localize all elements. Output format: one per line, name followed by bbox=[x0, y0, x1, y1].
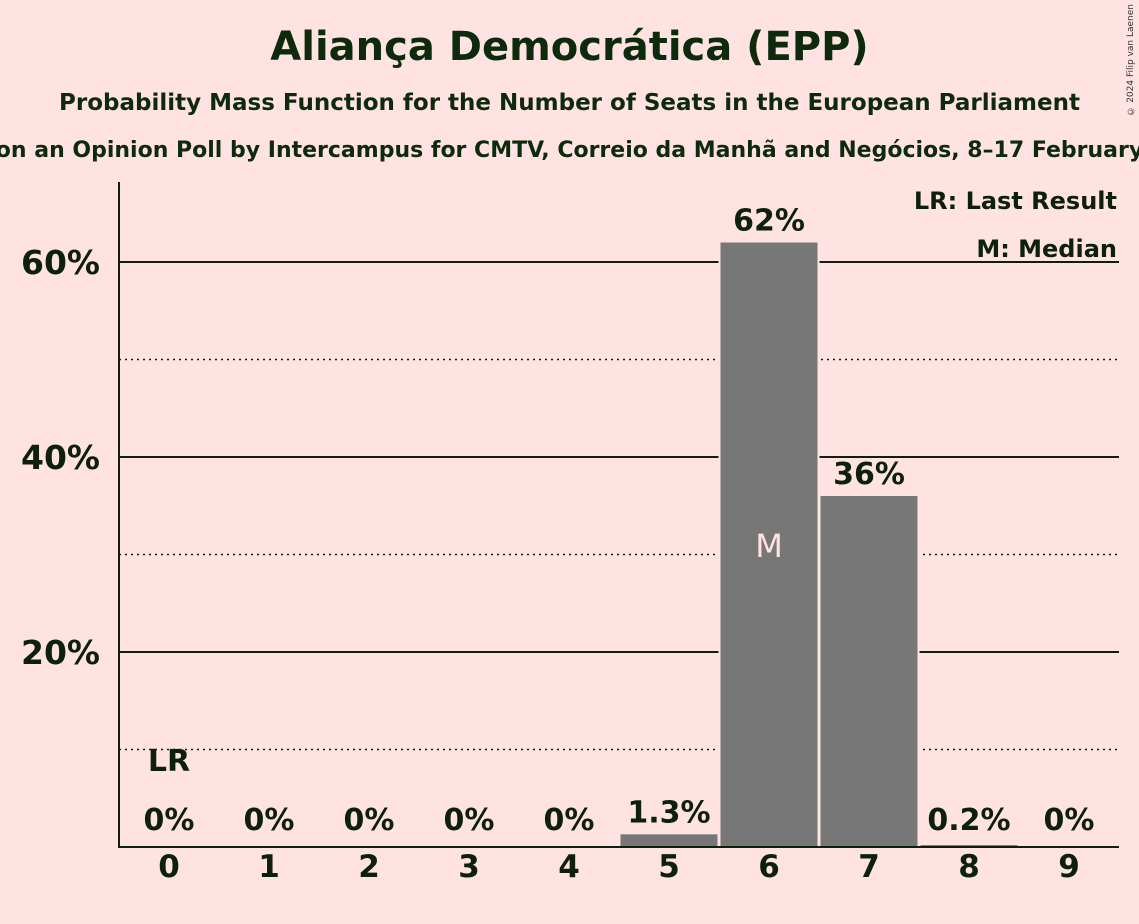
last-result-marker: LR bbox=[148, 744, 190, 779]
y-tick-label: 60% bbox=[21, 243, 100, 282]
chart-title: Aliança Democrática (EPP) bbox=[270, 24, 869, 70]
value-label: 0.2% bbox=[927, 803, 1010, 838]
value-label: 0% bbox=[144, 803, 195, 838]
value-label: 0% bbox=[344, 803, 395, 838]
bar bbox=[620, 834, 718, 847]
legend-last-result: LR: Last Result bbox=[914, 187, 1117, 215]
value-label: 62% bbox=[733, 204, 805, 239]
x-tick-label: 1 bbox=[258, 849, 280, 885]
value-label: 0% bbox=[244, 803, 295, 838]
value-label: 1.3% bbox=[627, 795, 710, 830]
value-label: 0% bbox=[444, 803, 495, 838]
chart-subtitle: Probability Mass Function for the Number… bbox=[59, 90, 1080, 116]
x-tick-label: 7 bbox=[858, 849, 880, 885]
value-label: 0% bbox=[1044, 803, 1095, 838]
x-tick-label: 3 bbox=[458, 849, 480, 885]
x-tick-label: 0 bbox=[158, 849, 180, 885]
bar bbox=[820, 496, 918, 847]
value-labels: 0% LR 0% 0% 0% 0% 1.3% 62% M 36% 0.2% 0% bbox=[144, 204, 1095, 839]
y-tick-label: 40% bbox=[21, 438, 100, 477]
y-tick-label: 20% bbox=[21, 633, 100, 672]
x-tick-label: 2 bbox=[358, 849, 380, 885]
value-label: 36% bbox=[833, 457, 905, 492]
bars bbox=[618, 242, 1020, 847]
median-marker: M bbox=[755, 527, 783, 565]
x-tick-label: 9 bbox=[1058, 849, 1080, 885]
x-tick-label: 4 bbox=[558, 849, 580, 885]
value-label: 0% bbox=[544, 803, 595, 838]
bar bbox=[720, 242, 818, 847]
x-tick-label: 8 bbox=[958, 849, 980, 885]
legend-median: M: Median bbox=[976, 235, 1117, 263]
x-tick-label: 5 bbox=[658, 849, 680, 885]
gridlines bbox=[119, 261, 1119, 751]
chart-source: on an Opinion Poll by Intercampus for CM… bbox=[0, 138, 1139, 163]
axes: 20% 40% 60% 0 1 2 3 4 5 6 7 8 9 bbox=[21, 182, 1119, 885]
x-tick-label: 6 bbox=[758, 849, 780, 885]
